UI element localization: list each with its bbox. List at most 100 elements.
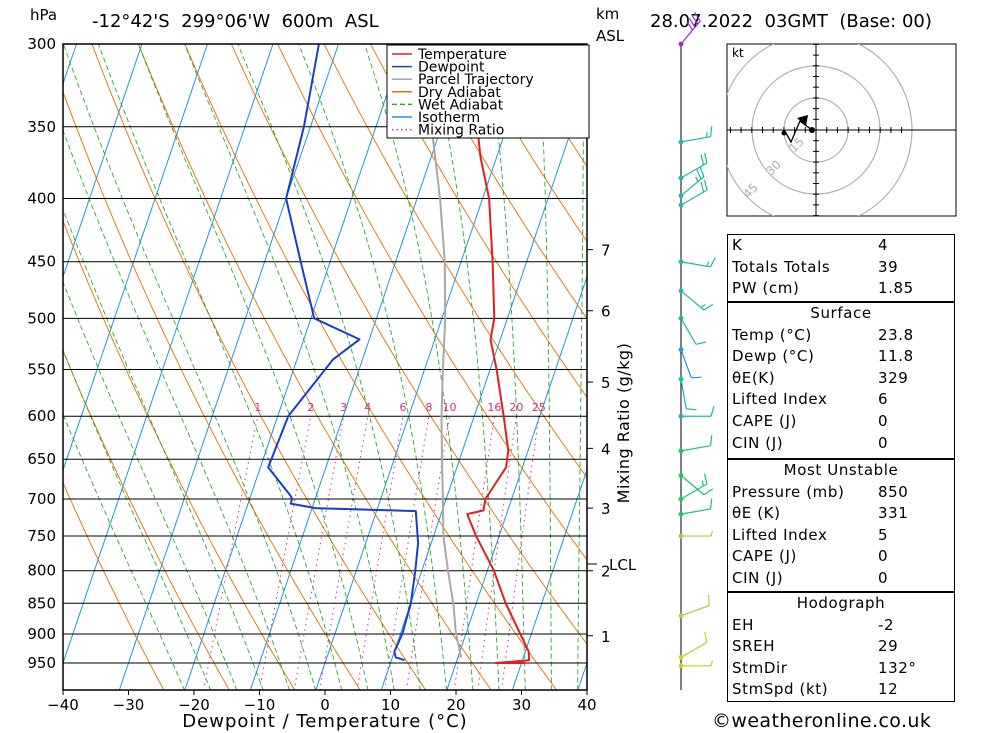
temperature-tick-label: −10 [244,696,276,714]
pressure-tick-label: 850 [27,594,56,612]
temperature-tick-label: −20 [178,696,210,714]
wet-adiabat-line [63,129,290,690]
wind-barb-dot [678,202,684,208]
pressure-tick-label: 750 [27,527,56,545]
most-unstable-title: Most Unstable [783,461,899,479]
dry-adiabat-line [63,349,230,690]
index-value: 6 [878,390,889,409]
mixing-ratio-label: 3 [340,401,347,414]
surface-row: Lifted Index 6 [728,389,954,411]
temperature-tick-label: −40 [47,696,79,714]
surface-title: Surface [810,304,872,322]
wind-barb [678,166,705,199]
wet-adiabat-line [63,348,212,690]
dry-adiabat-line [323,44,587,479]
surface-row: θE(K) 329 [728,368,954,390]
index-value: 23.8 [878,325,914,344]
mu-row: Pressure (mb) 850 [728,482,954,504]
index-label: StmDir [732,658,788,677]
wind-barb-dot [678,511,684,517]
index-value: 850 [878,482,909,501]
index-value: 5 [878,525,889,544]
most-unstable-table: Most Unstable Pressure (mb) 850 θE (K) 331… [727,459,955,592]
isotherm-line [0,26,17,691]
temperature-tick-label: 20 [446,696,465,714]
wind-barb-staff [680,261,711,268]
hodo-point [809,127,815,133]
copyright[interactable]: ©weatheronline.co.uk [712,710,932,732]
mu-row: Lifted Index 5 [728,525,954,547]
legend-label: Dewpoint [418,60,485,76]
mixing-ratio-label: 16 [487,401,501,414]
index-label: Lifted Index [732,390,828,409]
lcl-label: LCL [609,556,637,574]
pressure-tick-label: 600 [27,407,56,425]
wind-barb-staff [680,189,708,206]
wind-barb-feather [700,181,705,193]
wind-barb-half-feather [706,261,710,267]
wind-barb-dot [678,288,684,294]
index-value: -2 [878,615,895,634]
dry-adiabat-line [416,44,587,320]
legend-label: Wet Adiabat [418,97,504,113]
dry-adiabat-line [63,219,296,690]
wet-adiabat-line [577,44,584,690]
wind-barb-staff [680,349,692,379]
km-tick-label: 7 [601,242,611,260]
wet-adiabat-line [97,44,343,690]
mu-row: CIN (J) 0 [728,568,954,590]
wind-barb-feather [700,154,705,166]
mixing-ratio-label: 20 [509,401,523,414]
wind-barb [678,179,708,208]
series-dewpoint [267,44,420,662]
km-unit-label: km [596,5,619,23]
hodo-row: StmSpd (kt) 12 [728,679,954,701]
dry-adiabat-line [462,44,587,243]
index-value: 39 [878,257,899,276]
pressure-tick-label: 900 [27,625,56,643]
isotherm-line [118,44,340,690]
wind-barb-feather [707,595,710,606]
km-tick-label: 2 [601,563,611,581]
index-value: 4 [878,236,889,254]
hpa-unit-label: hPa [30,6,57,24]
wind-barb-feather [703,488,714,496]
wind-barb [678,473,714,496]
wind-barb-feather [696,169,702,180]
wind-barb-dot [678,473,684,478]
mixing-ratio-line [319,416,369,690]
wind-barb [678,257,716,268]
wind-barb-feather [703,473,708,485]
wind-barb-staff [680,508,711,515]
wind-barb [678,632,708,660]
surface-row: Temp (°C) 23.8 [728,325,954,347]
index-value: 0 [878,547,889,566]
wind-barb-staff [680,318,697,345]
wind-barb-feather [688,18,696,28]
pressure-tick-label: 650 [27,450,56,468]
pressure-tick-label: 550 [27,361,56,379]
wind-barb-dot [678,139,684,145]
mixing-ratio-label: 6 [400,401,407,414]
km-tick-label: 1 [601,628,611,646]
wind-barb [678,126,713,145]
mixing-ratio-label: 4 [364,401,371,414]
km-tick-label: 3 [601,500,611,518]
asl-unit-label: ASL [596,27,625,45]
wet-adiabat-line [487,44,526,690]
mixing-ratio-line [293,416,345,690]
index-label: Totals Totals [732,257,831,276]
wet-adiabat-line [63,280,238,690]
index-row-totals: Totals Totals 39 [728,257,954,279]
temperature-tick-label: 30 [512,696,531,714]
dry-adiabat-line [230,44,587,645]
series-temperature [466,44,530,664]
wind-barb-half-feather [701,480,705,487]
wind-barb [678,288,714,311]
km-tick-label: 4 [601,440,611,458]
wind-barb-feather [710,257,716,268]
dry-adiabat-line [184,44,558,690]
wet-adiabat-line [298,44,448,690]
index-value: 329 [878,368,909,387]
